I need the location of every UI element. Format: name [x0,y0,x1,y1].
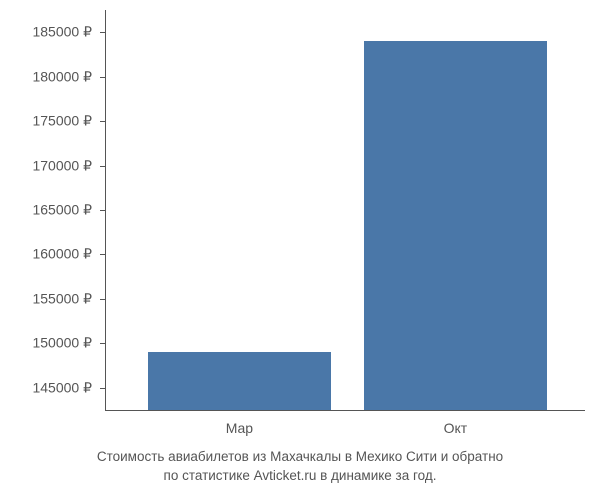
y-tick-label: 170000 ₽ [32,157,92,174]
plot-area [105,10,585,410]
y-tick-label: 165000 ₽ [32,202,92,219]
y-tick-label: 175000 ₽ [32,113,92,130]
y-tick-mark [100,254,106,255]
caption-line-1: Стоимость авиабилетов из Махачкалы в Мех… [0,448,600,467]
y-tick-mark [100,121,106,122]
x-axis-line [105,410,585,411]
y-tick-label: 160000 ₽ [32,246,92,263]
y-tick-mark [100,77,106,78]
y-tick-mark [100,210,106,211]
y-tick-label: 155000 ₽ [32,290,92,307]
y-tick-mark [100,343,106,344]
x-tick-label: Мар [226,420,253,436]
y-axis: 145000 ₽ 150000 ₽ 155000 ₽ 160000 ₽ 165000 ₽… [0,10,100,410]
x-tick-label: Окт [444,420,468,436]
caption-line-2: по статистике Avticket.ru в динамике за … [0,467,600,486]
y-tick-label: 150000 ₽ [32,335,92,352]
y-tick-label: 145000 ₽ [32,379,92,396]
bar [148,352,330,410]
chart-caption: Стоимость авиабилетов из Махачкалы в Мех… [0,448,600,486]
y-tick-label: 185000 ₽ [32,24,92,41]
y-tick-mark [100,32,106,33]
y-tick-mark [100,299,106,300]
price-chart: 145000 ₽ 150000 ₽ 155000 ₽ 160000 ₽ 165000 ₽… [0,0,600,500]
bar [364,41,546,410]
y-tick-mark [100,166,106,167]
y-tick-mark [100,388,106,389]
y-tick-label: 180000 ₽ [32,68,92,85]
